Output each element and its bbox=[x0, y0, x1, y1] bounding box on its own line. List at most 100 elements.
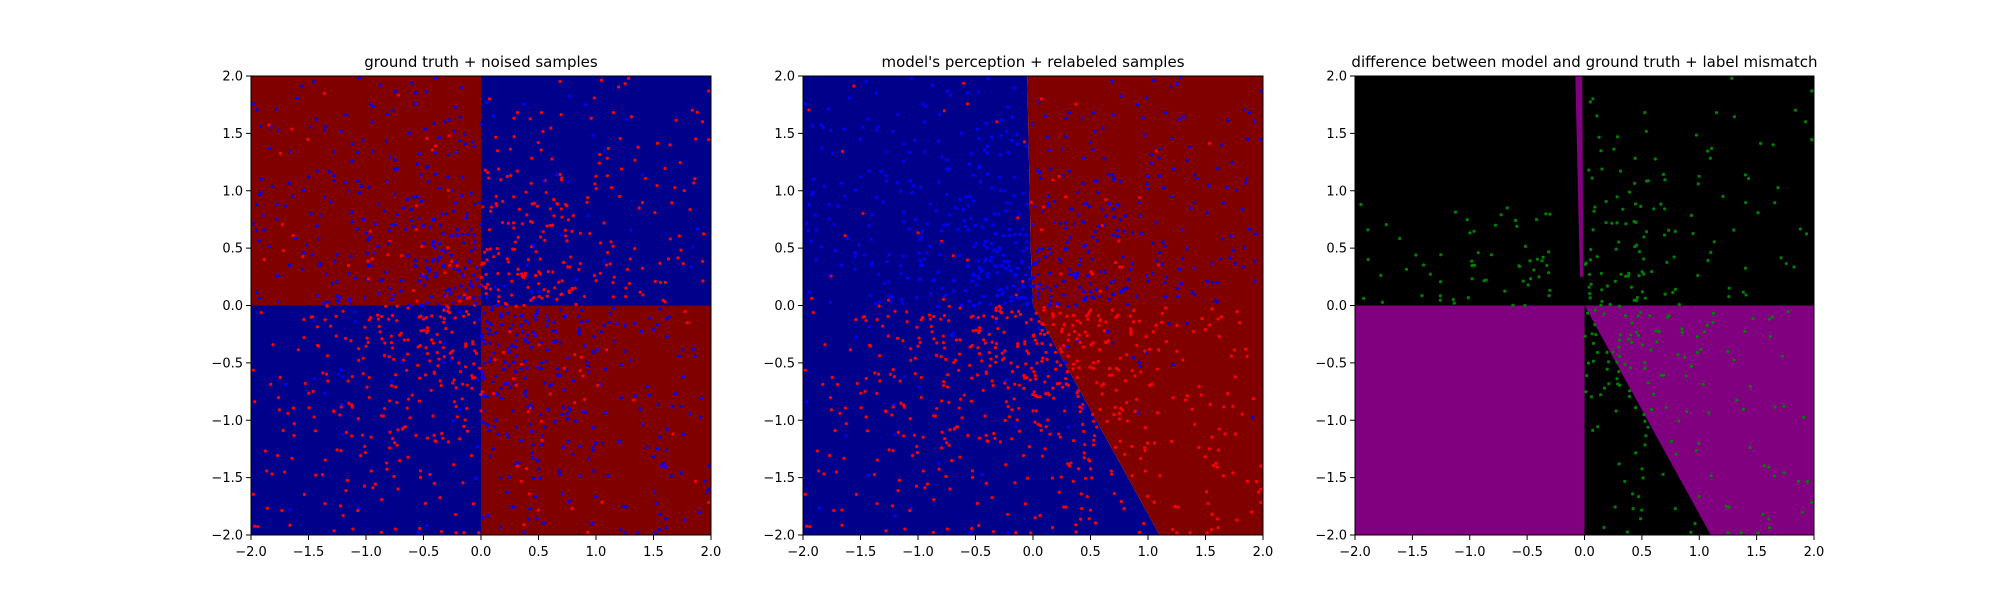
data-point bbox=[1602, 525, 1606, 530]
data-point bbox=[1189, 206, 1193, 210]
data-point bbox=[958, 306, 962, 310]
data-point bbox=[1020, 259, 1024, 263]
data-point bbox=[1096, 190, 1100, 195]
data-point bbox=[364, 231, 368, 235]
data-point bbox=[917, 336, 921, 340]
chart-panel-2: −2.0−2.0−1.5−1.5−1.0−1.0−0.5−0.50.00.00.… bbox=[763, 53, 1273, 560]
data-point bbox=[1021, 453, 1026, 458]
data-point bbox=[986, 439, 990, 444]
y-tick-label: 1.5 bbox=[222, 127, 243, 142]
data-point bbox=[995, 250, 999, 254]
data-point bbox=[1528, 259, 1532, 263]
data-point bbox=[413, 91, 417, 95]
data-point bbox=[1610, 221, 1614, 225]
data-point bbox=[384, 139, 388, 143]
data-point bbox=[990, 379, 994, 383]
data-point bbox=[624, 286, 628, 290]
data-point bbox=[1384, 222, 1388, 227]
data-point bbox=[1451, 297, 1455, 302]
data-point bbox=[385, 467, 389, 471]
data-point bbox=[939, 355, 943, 359]
data-point bbox=[1067, 464, 1072, 468]
data-point bbox=[1006, 404, 1010, 409]
data-point bbox=[810, 296, 814, 300]
data-point bbox=[615, 322, 619, 326]
data-point bbox=[1175, 349, 1179, 353]
data-point bbox=[1759, 141, 1763, 145]
data-point bbox=[1470, 277, 1474, 281]
data-point bbox=[366, 259, 370, 263]
data-point bbox=[1094, 287, 1098, 292]
data-point bbox=[1155, 411, 1160, 415]
data-point bbox=[537, 281, 541, 286]
data-point bbox=[450, 330, 454, 334]
data-point bbox=[566, 439, 570, 443]
x-tick-label: 1.5 bbox=[1746, 545, 1767, 560]
data-point bbox=[519, 479, 523, 484]
data-point bbox=[563, 228, 567, 232]
data-point bbox=[1032, 262, 1036, 267]
data-point bbox=[525, 213, 529, 217]
data-point bbox=[255, 202, 259, 207]
data-point bbox=[577, 330, 581, 334]
data-point bbox=[985, 144, 990, 148]
data-point bbox=[1010, 408, 1014, 412]
data-point bbox=[967, 162, 971, 166]
data-point bbox=[1171, 167, 1176, 171]
data-point bbox=[437, 357, 441, 361]
data-point bbox=[541, 129, 545, 134]
data-point bbox=[559, 233, 563, 237]
data-point bbox=[535, 517, 539, 521]
data-point bbox=[968, 363, 972, 368]
data-point bbox=[958, 455, 962, 459]
data-point bbox=[571, 214, 575, 218]
data-point bbox=[918, 259, 922, 263]
data-point bbox=[322, 91, 326, 95]
data-point bbox=[959, 397, 963, 401]
data-point bbox=[460, 175, 464, 179]
data-point bbox=[1122, 286, 1126, 291]
data-point bbox=[1694, 133, 1698, 137]
data-point bbox=[567, 406, 571, 410]
data-point bbox=[1130, 444, 1134, 448]
data-point bbox=[1037, 258, 1041, 262]
data-point bbox=[1033, 374, 1037, 378]
data-point bbox=[1033, 205, 1037, 209]
data-point bbox=[391, 436, 395, 441]
data-point bbox=[1171, 396, 1175, 400]
data-point bbox=[1167, 322, 1171, 326]
data-point bbox=[1144, 96, 1148, 100]
data-point bbox=[431, 341, 435, 345]
data-point bbox=[1689, 364, 1693, 368]
data-point bbox=[578, 368, 582, 373]
data-point bbox=[1123, 214, 1127, 218]
data-point bbox=[324, 372, 329, 376]
data-point bbox=[863, 389, 867, 393]
data-point bbox=[1067, 169, 1071, 173]
data-point bbox=[454, 531, 458, 535]
data-point bbox=[658, 307, 662, 311]
data-point bbox=[983, 414, 987, 418]
data-point bbox=[390, 223, 394, 227]
data-point bbox=[944, 293, 948, 297]
data-point bbox=[280, 222, 284, 227]
data-point bbox=[993, 263, 997, 268]
data-point bbox=[555, 202, 560, 206]
data-point bbox=[1613, 505, 1617, 509]
data-point bbox=[454, 404, 458, 409]
data-point bbox=[804, 524, 809, 528]
data-point bbox=[452, 463, 456, 467]
data-point bbox=[1045, 357, 1049, 362]
data-point bbox=[561, 405, 565, 409]
data-point bbox=[389, 384, 394, 388]
data-point bbox=[1081, 181, 1085, 185]
data-point bbox=[1017, 383, 1021, 387]
data-point bbox=[364, 344, 368, 348]
data-point bbox=[1089, 295, 1093, 299]
data-point bbox=[901, 339, 905, 343]
data-point bbox=[490, 308, 494, 312]
data-point bbox=[491, 114, 495, 118]
data-point bbox=[1233, 432, 1238, 436]
data-point bbox=[892, 375, 896, 379]
data-point bbox=[1123, 452, 1127, 456]
